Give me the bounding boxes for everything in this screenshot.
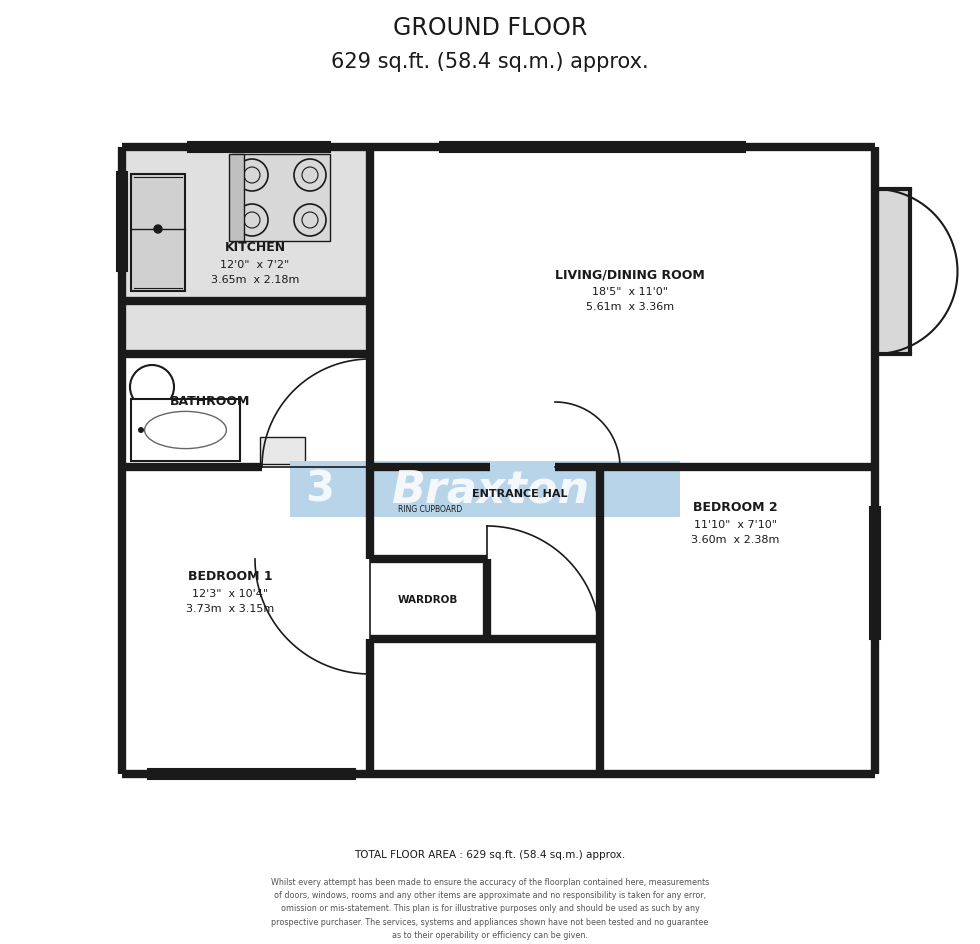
- Bar: [290, 462, 680, 517]
- Bar: [875, 190, 910, 355]
- Bar: [148, 769, 355, 779]
- Text: 12'3"  x 10'4": 12'3" x 10'4": [192, 588, 269, 598]
- Bar: [490, 467, 600, 774]
- Bar: [131, 399, 240, 462]
- Text: KITCHEN: KITCHEN: [224, 242, 285, 254]
- Bar: [232, 155, 330, 242]
- Text: Braxton: Braxton: [391, 468, 589, 511]
- Bar: [370, 467, 490, 774]
- Text: BEDROOM 2: BEDROOM 2: [693, 501, 777, 514]
- Bar: [131, 399, 240, 462]
- Text: 3.73m  x 3.15m: 3.73m x 3.15m: [186, 603, 274, 614]
- Bar: [370, 148, 875, 467]
- Bar: [131, 175, 185, 292]
- Text: Whilst every attempt has been made to ensure the accuracy of the floorplan conta: Whilst every attempt has been made to en…: [270, 877, 710, 944]
- Circle shape: [138, 428, 144, 433]
- Bar: [290, 462, 680, 517]
- Ellipse shape: [145, 412, 226, 449]
- Text: BATHROOM: BATHROOM: [170, 396, 250, 408]
- Bar: [122, 302, 370, 467]
- Text: LIVING/DINING ROOM: LIVING/DINING ROOM: [555, 268, 705, 281]
- Bar: [122, 302, 370, 362]
- Text: WARDROB: WARDROB: [398, 595, 459, 604]
- Text: RING CUPBOARD: RING CUPBOARD: [398, 505, 463, 514]
- Text: 3.65m  x 2.18m: 3.65m x 2.18m: [211, 275, 299, 285]
- Text: GROUND FLOOR: GROUND FLOOR: [393, 16, 587, 40]
- Text: 3.60m  x 2.38m: 3.60m x 2.38m: [691, 534, 779, 545]
- Bar: [870, 508, 880, 639]
- Text: 18'5"  x 11'0": 18'5" x 11'0": [592, 287, 668, 296]
- Text: TOTAL FLOOR AREA : 629 sq.ft. (58.4 sq.m.) approx.: TOTAL FLOOR AREA : 629 sq.ft. (58.4 sq.m…: [355, 849, 625, 859]
- Text: 12'0"  x 7'2": 12'0" x 7'2": [220, 260, 290, 270]
- Text: BEDROOM 1: BEDROOM 1: [188, 570, 272, 582]
- Bar: [122, 302, 370, 355]
- Bar: [229, 155, 244, 242]
- Bar: [232, 155, 330, 242]
- Circle shape: [154, 226, 162, 234]
- Bar: [229, 155, 244, 242]
- Bar: [600, 467, 875, 774]
- Bar: [440, 143, 745, 153]
- Text: 5.61m  x 3.36m: 5.61m x 3.36m: [586, 302, 674, 312]
- Bar: [188, 143, 330, 153]
- Bar: [131, 175, 185, 292]
- Text: ENTRANCE HAL: ENTRANCE HAL: [472, 488, 567, 498]
- Text: 11'10"  x 7'10": 11'10" x 7'10": [694, 519, 776, 530]
- Bar: [117, 173, 127, 272]
- Bar: [260, 437, 305, 464]
- Text: 629 sq.ft. (58.4 sq.m.) approx.: 629 sq.ft. (58.4 sq.m.) approx.: [331, 52, 649, 72]
- Text: 3: 3: [306, 468, 334, 511]
- Bar: [122, 148, 370, 302]
- Bar: [122, 467, 370, 774]
- Bar: [260, 437, 305, 464]
